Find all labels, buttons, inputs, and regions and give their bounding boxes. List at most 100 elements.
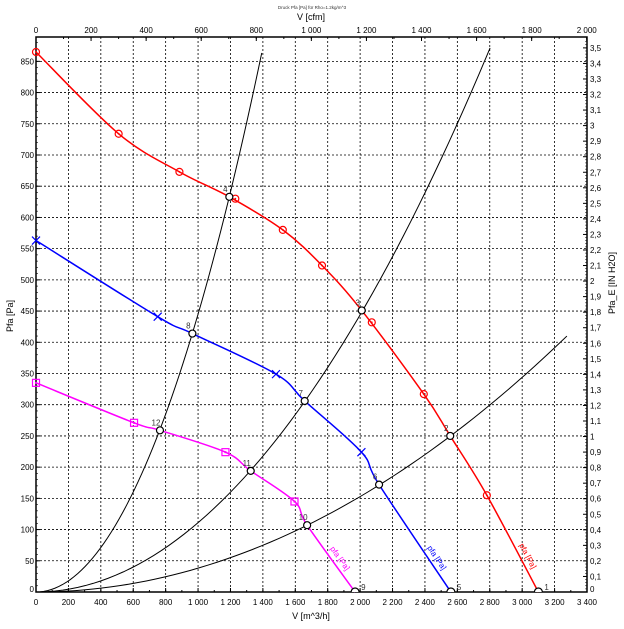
- circle-marker-dot: [117, 132, 120, 135]
- fan-curve: [35, 51, 540, 593]
- square-marker-dot: [224, 451, 227, 454]
- operating-point-label: 1: [544, 583, 549, 592]
- y2-tick-label: 3,5: [590, 44, 602, 53]
- series: pfa [Pa]pfa [Pa]pfa [Pa]: [31, 47, 568, 593]
- y2-tick-label: 1: [590, 433, 595, 442]
- y-tick-label: 450: [21, 307, 35, 316]
- operating-point-label: 5: [457, 583, 462, 592]
- y2-tick-label: 0,7: [590, 479, 602, 488]
- y-tick-label: 100: [21, 526, 35, 535]
- operating-point: [303, 521, 312, 530]
- x-tick-label: 1 800: [318, 598, 339, 607]
- y2-tick-label: 1,3: [590, 386, 602, 395]
- y-tick-label: 750: [21, 120, 35, 129]
- circle-marker-dot: [35, 51, 37, 53]
- square-marker-dot: [293, 500, 296, 503]
- y2-tick-label: 2,4: [590, 215, 602, 224]
- x-tick-label: 400: [94, 598, 108, 607]
- x-tick-label: 0: [34, 598, 39, 607]
- y-tick-label: 200: [21, 463, 35, 472]
- x2-tick-label: 1 400: [411, 26, 432, 35]
- circle-marker-dot: [178, 170, 181, 173]
- square-marker-dot: [133, 421, 136, 424]
- operating-point-label: 8: [186, 322, 191, 331]
- circle-marker: [419, 389, 428, 399]
- operating-point: [357, 306, 366, 315]
- operating-point-label: 3: [356, 298, 361, 307]
- y2-tick-label: 2,6: [590, 184, 602, 193]
- y2-tick-label: 1,8: [590, 308, 602, 317]
- y-tick-label: 850: [21, 57, 35, 66]
- y-tick-label: 400: [21, 338, 35, 347]
- x-tick-label: 200: [62, 598, 76, 607]
- y2-tick-label: 1,6: [590, 339, 602, 348]
- x-marker: [356, 447, 366, 457]
- x2-tick-label: 2 000: [577, 26, 598, 35]
- x-tick-label: 2 800: [480, 598, 501, 607]
- square-marker: [129, 418, 139, 427]
- y-tick-label: 550: [21, 245, 35, 254]
- x-tick-label: 1 600: [285, 598, 306, 607]
- y2-tick-label: 1,7: [590, 324, 602, 333]
- operating-point: [188, 329, 197, 338]
- fan-curve: [35, 239, 452, 593]
- operating-point-label: 12: [152, 418, 161, 427]
- x-axis-label: V [m^3/h]: [292, 611, 330, 621]
- operating-point: [446, 587, 456, 593]
- circle-marker-dot: [370, 321, 373, 324]
- x-tick-label: 600: [127, 598, 141, 607]
- square-marker: [221, 448, 230, 457]
- operating-point: [155, 426, 165, 435]
- operating-point-label: 7: [298, 389, 303, 398]
- fan-curve: [35, 382, 356, 593]
- y2-tick-label: 1,4: [590, 370, 602, 379]
- operating-point: [300, 396, 309, 406]
- y-tick-label: 800: [21, 89, 35, 98]
- operating-point-label: 6: [373, 473, 378, 482]
- x2-tick-label: 1 000: [301, 26, 322, 35]
- x2-tick-label: 1 600: [467, 26, 488, 35]
- x2-tick-label: 200: [84, 26, 98, 35]
- operating-point: [374, 480, 384, 489]
- x-tick-label: 2 200: [383, 598, 404, 607]
- y-tick-label: 600: [21, 213, 35, 222]
- x-tick-label: 3 000: [512, 598, 533, 607]
- y2-tick-label: 3,2: [590, 91, 602, 100]
- square-marker-dot: [35, 381, 37, 384]
- circle-marker: [114, 129, 123, 138]
- circle-marker: [367, 318, 376, 327]
- x-marker: [153, 312, 163, 322]
- operating-point: [246, 466, 255, 475]
- y2-tick-label: 3,4: [590, 59, 602, 68]
- x-tick-label: 2 000: [350, 598, 371, 607]
- x2-tick-label: 1 200: [356, 26, 377, 35]
- operating-point: [533, 587, 543, 593]
- y-tick-label: 500: [21, 276, 35, 285]
- y2-tick-label: 1,1: [590, 417, 602, 426]
- y2-tick-label: 2,2: [590, 246, 602, 255]
- x-tick-label: 3 200: [545, 598, 566, 607]
- plot-frame: [35, 36, 588, 593]
- y2-tick-label: 0,1: [590, 572, 602, 581]
- x-tick-label: 2 600: [447, 598, 468, 607]
- y2-tick-label: 2,1: [590, 262, 602, 271]
- y2-tick-label: 1,2: [590, 401, 602, 410]
- y-tick-label: 700: [21, 151, 35, 160]
- y2-tick-label: 3,3: [590, 75, 602, 84]
- y2-tick-label: 2,9: [590, 137, 602, 146]
- y-tick-label: 150: [21, 494, 35, 503]
- y2-tick-label: 0,2: [590, 557, 602, 566]
- circle-marker-dot: [485, 494, 488, 497]
- y-axis-label: Pfa [Pa]: [5, 300, 15, 332]
- system-curve: [40, 47, 491, 593]
- x2-tick-label: 1 800: [522, 26, 543, 35]
- circle-marker-dot: [422, 393, 425, 395]
- circle-marker: [317, 261, 327, 270]
- y2-tick-label: 0,8: [590, 464, 602, 473]
- x2-tick-label: 600: [195, 26, 209, 35]
- y2-tick-label: 2,7: [590, 168, 602, 177]
- y-tick-label: 350: [21, 369, 35, 378]
